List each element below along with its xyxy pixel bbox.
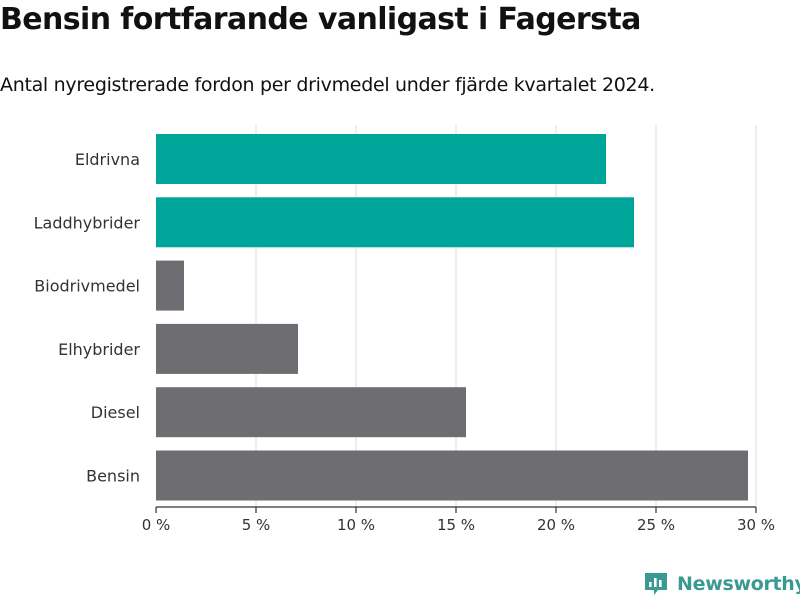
bar-bensin (156, 450, 748, 501)
gridlines (255, 125, 757, 507)
category-label: Biodrivmedel (34, 277, 140, 296)
chart-title: Bensin fortfarande vanligast i Fagersta (0, 2, 641, 37)
bars (156, 134, 748, 501)
category-label: Bensin (86, 467, 140, 486)
x-tick-label: 0 % (142, 516, 171, 534)
x-tick-label: 15 % (437, 516, 475, 534)
newsworthy-brand: Newsworthy (643, 568, 800, 600)
category-label: Elhybrider (58, 340, 140, 359)
x-tick-label: 10 % (337, 516, 375, 534)
bar-laddhybrider (156, 197, 634, 248)
category-label: Diesel (91, 403, 140, 422)
newsworthy-logo-icon (645, 573, 667, 595)
x-tick-label: 20 % (537, 516, 575, 534)
category-labels: Eldrivna Laddhybrider Biodrivmedel Elhybrid… (34, 150, 141, 486)
bar-diesel (156, 387, 466, 438)
chart-subtitle: Antal nyregistrerade fordon per drivmede… (0, 74, 655, 96)
category-label: Eldrivna (75, 150, 140, 169)
bar-biodrivmedel (156, 260, 184, 311)
category-label: Laddhybrider (34, 213, 141, 232)
x-tick-label: 5 % (242, 516, 271, 534)
x-tick-label: 25 % (637, 516, 675, 534)
bar-elhybrider (156, 323, 298, 374)
bar-eldrivna (156, 134, 606, 184)
x-tick-label: 30 % (737, 516, 775, 534)
x-axis: 0 % 5 % 10 % 15 % 20 % 25 % 30 % (142, 506, 775, 534)
brand-name: Newsworthy (677, 573, 800, 595)
